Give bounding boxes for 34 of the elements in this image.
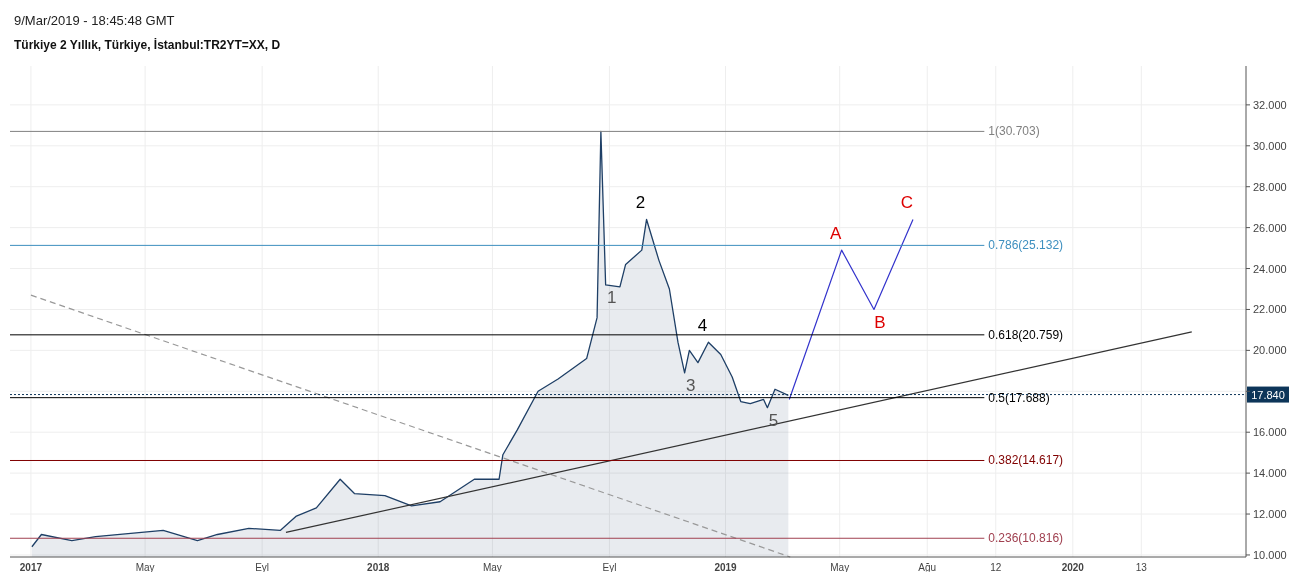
text: 9/Mar/2019 - 18:45:48 GMT bbox=[14, 13, 175, 28]
ref-line-label: 1(30.703) bbox=[988, 124, 1040, 139]
ref-line-label: 0.5(17.688) bbox=[988, 390, 1050, 405]
ref-line-label: 0.786(25.132) bbox=[988, 238, 1064, 253]
y-tick-label: 12.000 bbox=[1253, 508, 1287, 521]
annotation: A bbox=[829, 223, 842, 243]
x-tick-label: 2017 bbox=[19, 562, 43, 573]
ref-line-label: 0.236(10.816) bbox=[988, 531, 1064, 546]
y-tick-label: 24.000 bbox=[1253, 262, 1287, 275]
y-tick-label: 26.000 bbox=[1253, 221, 1287, 234]
y-tick-label: 32.000 bbox=[1253, 98, 1287, 111]
x-tick-label: 2020 bbox=[1061, 562, 1085, 573]
ref-line-label: 0.382(14.617) bbox=[988, 453, 1064, 468]
line-series bbox=[788, 218, 914, 401]
y-tick-label: 20.000 bbox=[1253, 344, 1287, 357]
ref-line-label: 17.840 bbox=[1251, 388, 1285, 401]
annotation: B bbox=[874, 312, 886, 332]
annotation: 3 bbox=[685, 376, 696, 396]
y-tick-label: 16.000 bbox=[1253, 426, 1287, 439]
y-tick-label: 22.000 bbox=[1253, 303, 1287, 316]
annotation: 2 bbox=[635, 192, 646, 212]
annotation: 1 bbox=[606, 288, 617, 308]
y-tick-label: 14.000 bbox=[1253, 467, 1287, 480]
x-tick-label: 2019 bbox=[714, 562, 738, 573]
x-tick-label: 12 bbox=[990, 562, 1002, 573]
annotation: C bbox=[900, 192, 914, 212]
y-tick-label: 30.000 bbox=[1253, 139, 1287, 152]
annotation: 4 bbox=[697, 315, 708, 335]
y-tick-label: 28.000 bbox=[1253, 180, 1287, 193]
x-tick-label: 2018 bbox=[367, 562, 390, 573]
x-tick-label: 13 bbox=[1135, 562, 1148, 573]
chart-title: Türkiye 2 Yıllık, Türkiye, İstanbul:TR2YT=XX, D bbox=[14, 37, 281, 52]
ref-line-label: 0.618(20.759) bbox=[988, 327, 1064, 342]
y-tick-label: 10.000 bbox=[1253, 548, 1287, 561]
